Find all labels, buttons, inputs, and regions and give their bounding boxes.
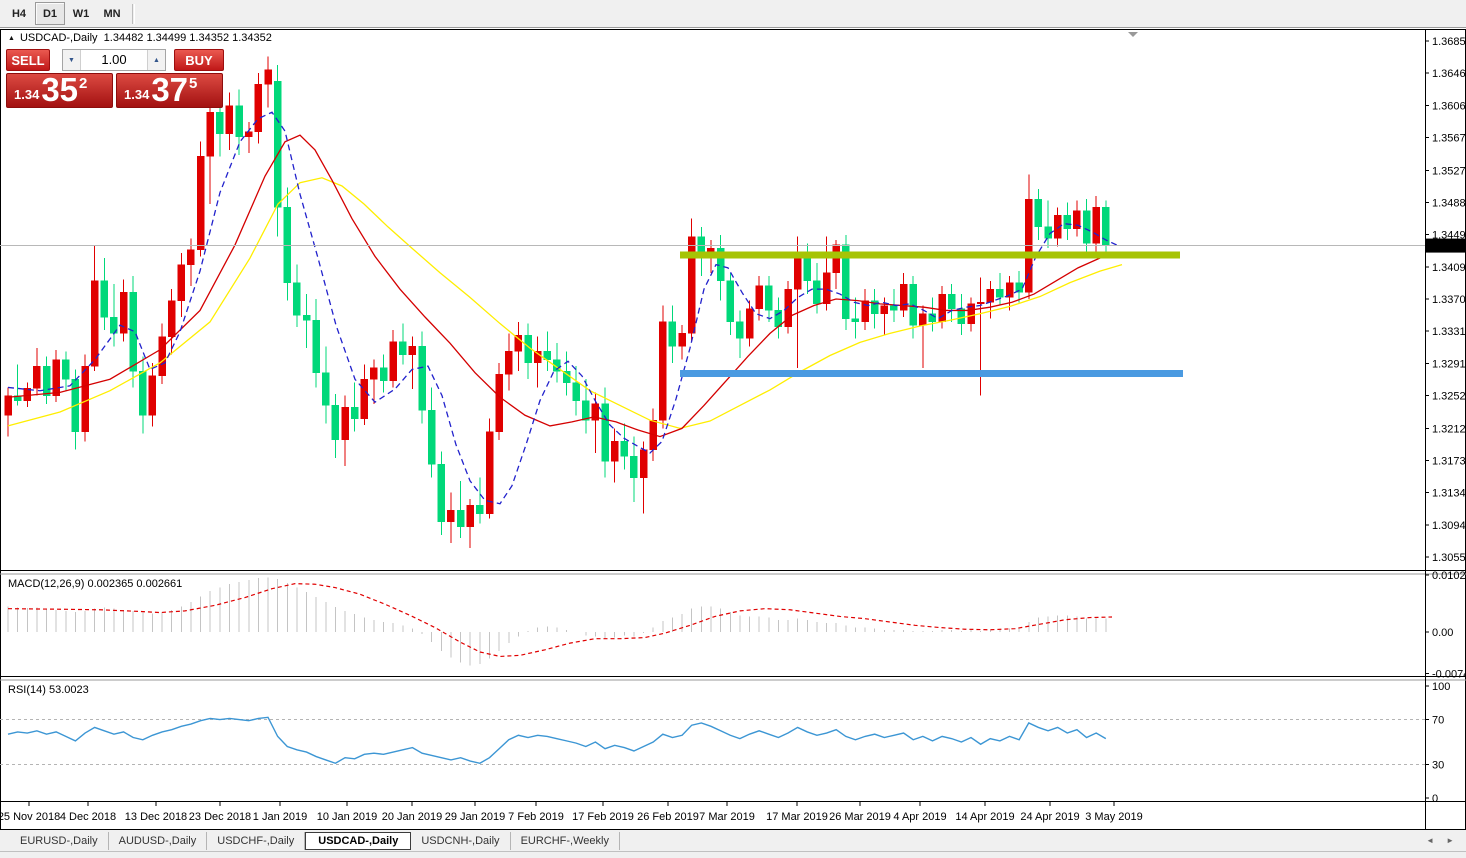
macd-axis-label: 0.00 [1432, 627, 1453, 639]
date-axis-label: 10 Jan 2019 [317, 811, 378, 823]
date-axis-label: 26 Feb 2019 [637, 811, 699, 823]
rsi-axis-label: 30 [1432, 759, 1444, 771]
macd-signal-line [7, 583, 1113, 658]
sell-price-prefix: 1.34 [14, 87, 40, 102]
price-axis-label: 1.35270 [1432, 165, 1466, 177]
price-axis-label: 1.32120 [1432, 423, 1466, 435]
chart-window: 1.36850 1.36460 1.36060 1.35670 1.35270 1.348… [0, 29, 1466, 830]
candles-layer [4, 56, 1110, 548]
timeframe-button-d1[interactable]: D1 [35, 2, 65, 25]
timeframe-button-mn[interactable]: MN [103, 7, 121, 20]
price-axis-label: 1.33700 [1432, 294, 1466, 306]
bottom-tabbar: EURUSD-,Daily AUDUSD-,Daily USDCHF-,Daily U… [0, 830, 1466, 851]
chart-tab-eurchfweekly[interactable]: EURCHF-,Weekly [511, 831, 620, 850]
price-axis-label: 1.32520 [1432, 391, 1466, 403]
date-axis-label: 4 Dec 2018 [60, 811, 116, 823]
chart-tab-usdcaddaily[interactable]: USDCAD-,Daily [305, 831, 412, 850]
price-axis-label: 1.33310 [1432, 326, 1466, 338]
price-axis-label: 1.35670 [1432, 133, 1466, 145]
date-axis-label: 17 Feb 2019 [572, 811, 634, 823]
date-axis-label: 4 Apr 2019 [893, 811, 946, 823]
price-axis-label: 1.36850 [1432, 36, 1466, 48]
date-axis-label: 29 Jan 2019 [445, 811, 506, 823]
date-axis-label: 23 Dec 2018 [189, 811, 251, 823]
timeframe-buttons: H4 D1 W1 MN [4, 2, 127, 25]
date-axis: 25 Nov 2018 4 Dec 2018 13 Dec 2018 23 Dec 2… [0, 801, 1143, 823]
bottom-tabbar-tabs: EURUSD-,Daily AUDUSD-,Daily USDCHF-,Daily U… [10, 830, 620, 851]
price-axis-label: 1.34880 [1432, 197, 1466, 209]
buy-quote-button[interactable]: 1.34 37 5 [116, 73, 223, 108]
chart-tab-usdchfdaily[interactable]: USDCHF-,Daily [207, 831, 306, 850]
buy-price-sup: 5 [189, 75, 198, 92]
macd-axis-label: -0.007477 [1432, 669, 1466, 681]
rsi-line [7, 716, 1107, 765]
one-click-trading-panel: SELL ▼ 1.00 ▲ BUY 1.34 35 2 1.34 37 5 [6, 49, 228, 108]
chart-tab-usdcnhdaily[interactable]: USDCNH-,Daily [411, 831, 511, 850]
rsi-indicator-label: RSI(14) 53.0023 [8, 684, 89, 696]
status-bar [0, 851, 1466, 858]
date-axis-label: 24 Apr 2019 [1020, 811, 1079, 823]
timeframe-toolbar: H4 D1 W1 MN [0, 0, 1466, 28]
timeframe-button-w1[interactable]: W1 [72, 7, 90, 20]
buy-button[interactable]: BUY [174, 49, 224, 71]
volume-spinner: ▼ 1.00 ▲ [62, 49, 166, 71]
sell-button[interactable]: SELL [6, 49, 50, 71]
date-axis-label: 7 Feb 2019 [508, 811, 564, 823]
chart-tab-audusddaily[interactable]: AUDUSD-,Daily [109, 831, 208, 850]
date-axis-label: 20 Jan 2019 [382, 811, 443, 823]
volume-decrease-icon[interactable]: ▼ [63, 50, 81, 70]
rsi-axis-label: 0 [1432, 793, 1438, 805]
collapse-triangle-icon[interactable]: ▲ [8, 35, 15, 42]
sell-quote-button[interactable]: 1.34 35 2 [6, 73, 113, 108]
tab-scroll-arrows: ◄ ► [1426, 830, 1454, 851]
svg-text:1.34352: 1.34352 [1430, 241, 1466, 253]
price-axis-label: 1.36460 [1432, 68, 1466, 80]
price-axis-label: 1.34490 [1432, 229, 1466, 241]
date-axis-label: 3 May 2019 [1085, 811, 1142, 823]
volume-input[interactable]: 1.00 [101, 52, 127, 67]
price-axis-label: 1.31340 [1432, 487, 1466, 499]
date-axis-label: 1 Jan 2019 [253, 811, 307, 823]
sell-price-sup: 2 [79, 75, 88, 92]
date-axis-label: 14 Apr 2019 [955, 811, 1014, 823]
price-axis-label: 1.34090 [1432, 262, 1466, 274]
tab-scroll-left-icon[interactable]: ◄ [1426, 836, 1435, 845]
tab-scroll-right-icon[interactable]: ► [1446, 836, 1454, 845]
rsi-axis-label: 70 [1432, 715, 1444, 727]
macd-indicator-label: MACD(12,26,9) 0.002365 0.002661 [8, 578, 183, 590]
toolbar-divider [132, 3, 135, 24]
macd-histogram [7, 577, 1107, 666]
price-axis-label: 1.30940 [1432, 520, 1466, 532]
date-axis-label: 13 Dec 2018 [125, 811, 187, 823]
rsi-axis-label: 100 [1432, 681, 1450, 693]
date-axis-label: 26 Mar 2019 [829, 811, 891, 823]
symbol-header: ▲ USDCAD-,Daily 1.34482 1.34499 1.34352 1… [8, 32, 272, 44]
date-axis-label: 25 Nov 2018 [0, 811, 60, 823]
date-axis-label: 7 Mar 2019 [699, 811, 755, 823]
volume-increase-icon[interactable]: ▲ [147, 50, 165, 70]
buy-price-big: 37 [151, 70, 189, 108]
price-chart-canvas[interactable]: 1.36850 1.36460 1.36060 1.35670 1.35270 1.348… [0, 29, 1466, 830]
ma-blue [7, 111, 1121, 505]
symbol-ohlc-text: USDCAD-,Daily 1.34482 1.34499 1.34352 1.… [19, 32, 272, 44]
sell-price-big: 35 [41, 70, 79, 108]
ma-red [7, 134, 1121, 438]
buy-price-prefix: 1.34 [124, 87, 150, 102]
current-price-tag: 1.34352 [1426, 238, 1466, 253]
timeframe-button-h4[interactable]: H4 [11, 7, 27, 20]
price-axis-label: 1.36060 [1432, 101, 1466, 113]
macd-axis-label: 0.010229 [1432, 570, 1466, 582]
date-axis-label: 17 Mar 2019 [766, 811, 828, 823]
price-axis-label: 1.31730 [1432, 455, 1466, 467]
chart-shift-icon [1128, 32, 1138, 37]
price-axis-label: 1.32910 [1432, 359, 1466, 371]
price-axis: 1.36850 1.36460 1.36060 1.35670 1.35270 1.348… [1425, 29, 1466, 830]
chart-tab-eurusddaily[interactable]: EURUSD-,Daily [10, 831, 109, 850]
